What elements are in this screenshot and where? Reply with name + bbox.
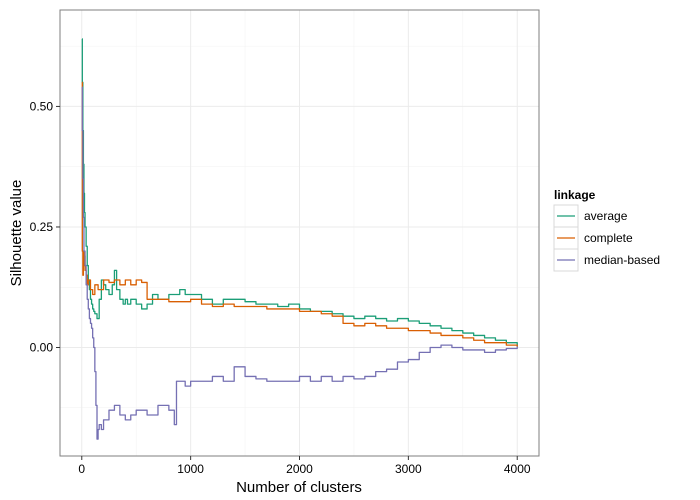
x-axis-ticks: 0 1000 2000 3000 4000 [78,456,531,476]
legend-label-complete: complete [584,231,633,245]
y-tick-label: 0.00 [30,341,54,355]
y-tick-label: 0.25 [30,220,54,234]
series-lines [81,38,518,440]
series-line-complete [81,81,518,347]
legend-label-average: average [584,209,628,223]
legend-items: average complete median-based [553,204,660,272]
y-axis-ticks: 0.00 0.25 0.50 [30,99,60,355]
y-tick-label: 0.50 [30,99,54,113]
series-line-median-based [81,86,518,440]
grid-lines [60,10,539,456]
legend-title: linkage [554,188,596,202]
x-tick-label: 2000 [286,462,313,476]
x-tick-label: 4000 [504,462,531,476]
x-tick-label: 3000 [395,462,422,476]
y-axis-title: Silhouette value [8,180,25,287]
x-tick-label: 1000 [177,462,204,476]
legend: linkage average complete median-based [553,188,660,272]
legend-label-median-based: median-based [584,253,660,267]
x-axis-title: Number of clusters [236,479,362,496]
series-line-average [81,38,518,347]
x-tick-label: 0 [78,462,85,476]
